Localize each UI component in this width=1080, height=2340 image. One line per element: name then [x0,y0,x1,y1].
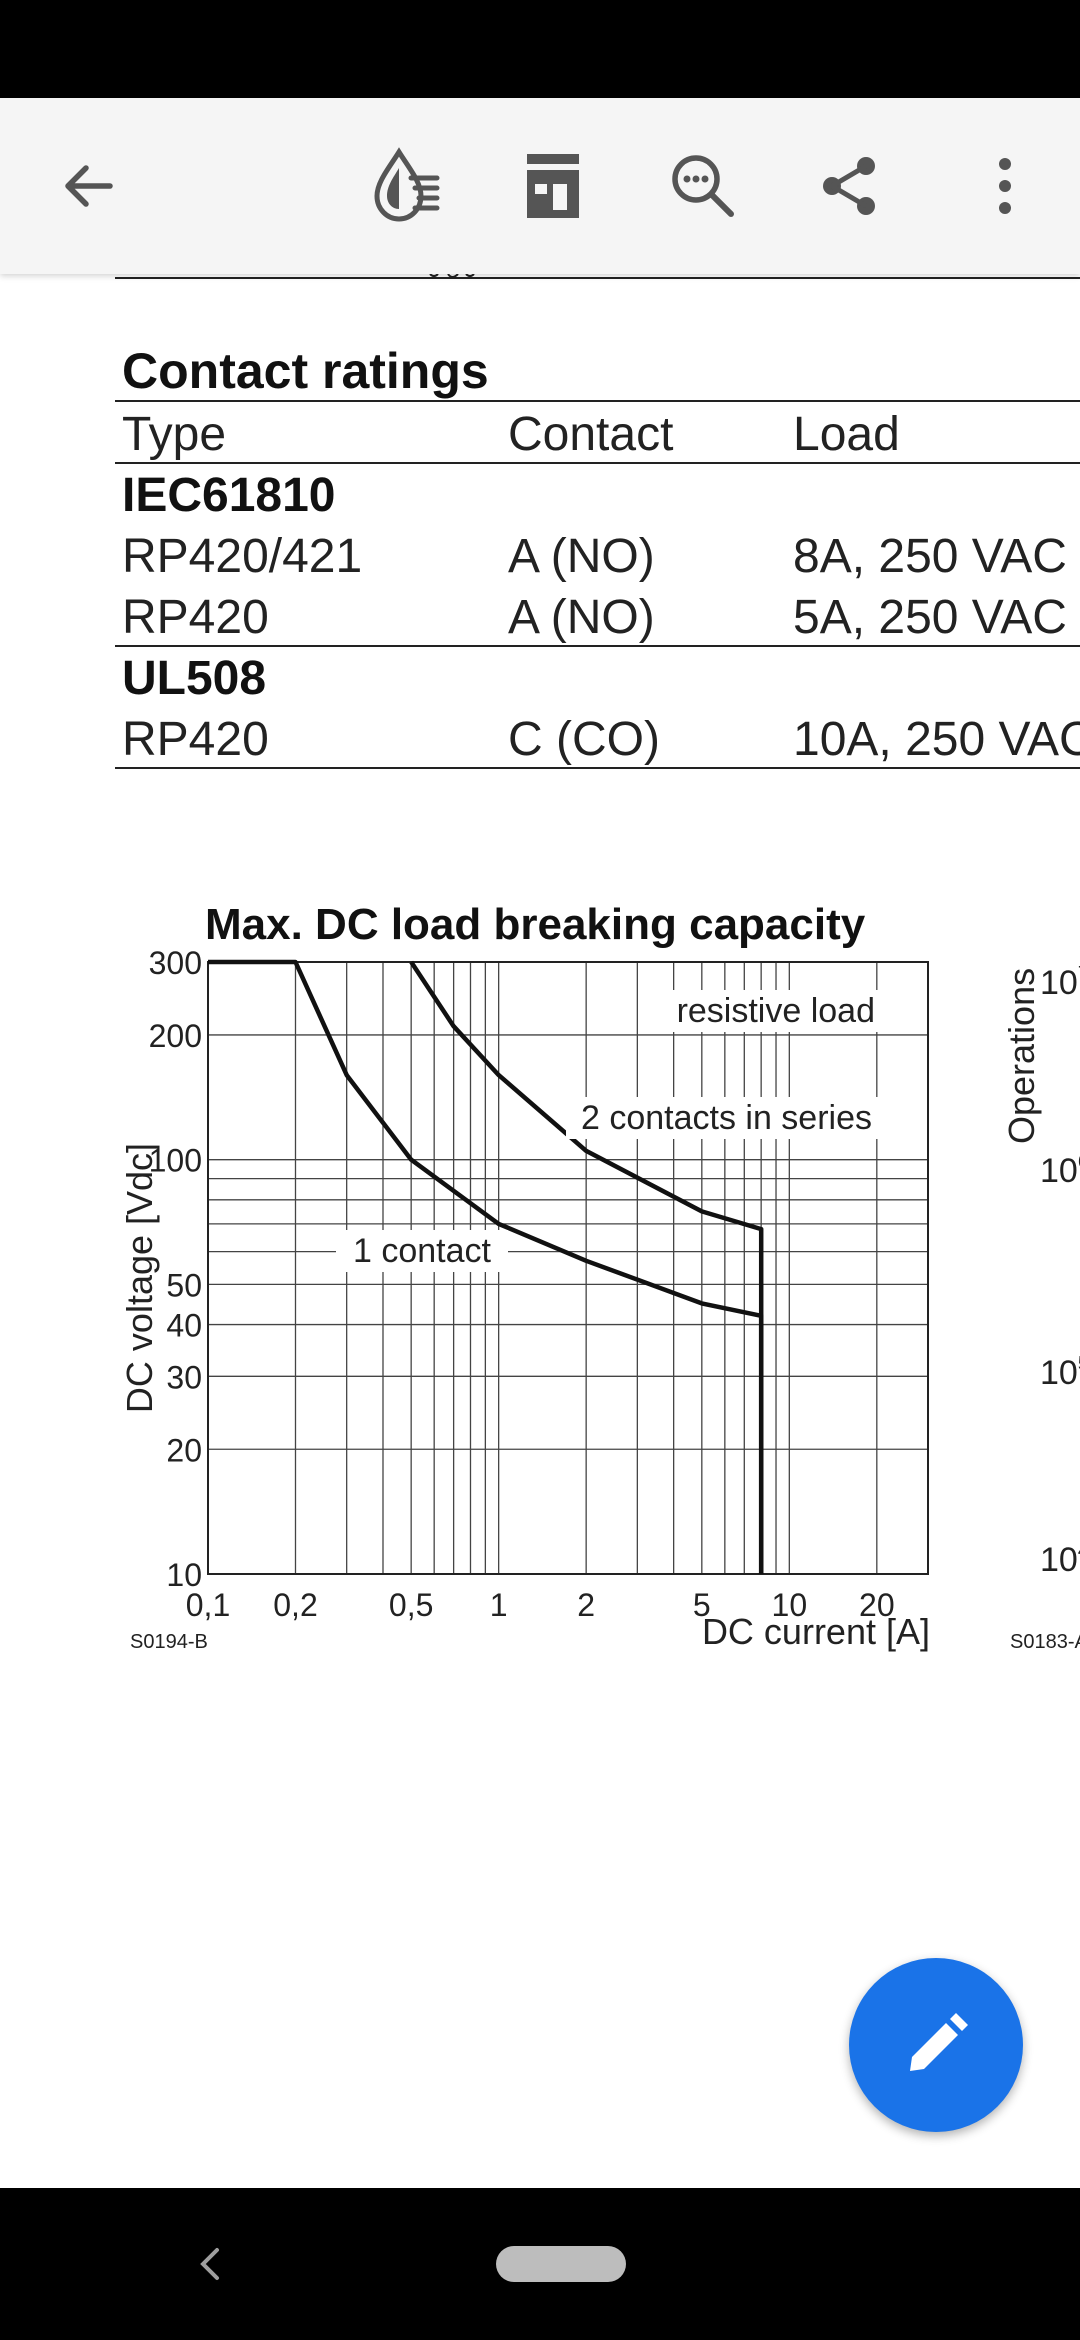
share-icon [823,157,875,215]
x-tick-label: 0,2 [273,1587,317,1623]
more-vertical-icon [999,158,1011,214]
right-tick-label: 106 [1040,1151,1080,1190]
right-chart-ylabel: Operations [1001,968,1042,1144]
chart-code: S0194-B [130,1631,208,1653]
x-tick-label: 0,5 [389,1587,433,1623]
y-tick-label: 100 [149,1143,202,1179]
app-toolbar [0,98,1080,274]
y-tick-label: 20 [166,1432,202,1468]
x-tick-label: 20 [859,1587,895,1623]
y-tick-label: 50 [166,1267,202,1303]
right-tick-label: 107 [1040,963,1080,1002]
y-tick-label: 40 [166,1308,202,1344]
table-row: RP420/421 A (NO) 8A, 250 VAC [122,530,1067,583]
cell-type: RP420 [122,713,269,766]
plot-frame [207,961,929,1575]
dc-breaking-capacity-chart: 0,1 0,2 0,5 1 2 5 10 20 300 200 100 50 40 30 20 10 DC vo… [119,945,930,1652]
header-contact: Contact [508,408,673,461]
chart-annotation: 1 contact [353,1232,492,1270]
y-axis-label: DC voltage [Vdc] [119,1143,160,1413]
annotation-bg [566,1097,878,1139]
section-title: Contact ratings [122,343,489,399]
status-bar [0,0,1080,98]
table-group-heading: IEC61810 [122,469,336,522]
share-button[interactable] [800,136,900,236]
layout-button[interactable] [503,136,603,236]
x-axis-label: DC current [A] [702,1611,930,1652]
x-tick-label: 1 [490,1587,508,1623]
cell-load: 10A, 250 VAC [793,713,1080,766]
y-tick-label: 300 [149,945,202,981]
series-curve [208,959,764,1574]
y-tick-label: 10 [166,1557,202,1593]
cutoff-text [429,274,475,278]
x-tick-label: 5 [693,1587,711,1623]
table-row: RP420 C (CO) 10A, 250 VAC [122,713,1080,766]
arrow-left-icon [65,165,113,207]
nav-back-button[interactable] [180,2234,240,2294]
cell-contact: A (NO) [508,591,655,644]
table-row: RP420 A (NO) 5A, 250 VAC [122,591,1067,644]
chevron-left-icon [200,2248,219,2280]
annotation-bg [659,990,881,1032]
right-tick-label: 104 [1040,1540,1080,1579]
watermark-button[interactable] [355,136,455,236]
more-options-button[interactable] [955,136,1055,236]
right-chart-code: S0183-A [1010,1631,1080,1653]
back-button[interactable] [38,136,138,236]
search-button[interactable] [653,136,753,236]
cell-type: RP420 [122,591,269,644]
cell-type: RP420/421 [122,530,362,583]
header-load: Load [793,408,900,461]
right-tick-label: 105 [1040,1353,1080,1392]
document-page[interactable]: Contact ratings Type Contact Load IEC618… [0,274,1080,2188]
cell-load: 5A, 250 VAC [793,591,1067,644]
page-layout-icon [527,154,579,218]
y-tick-label: 30 [166,1359,202,1395]
header-type: Type [122,408,226,461]
cell-load: 8A, 250 VAC [793,530,1067,583]
chart-title: Max. DC load breaking capacity [205,900,866,949]
table-group-heading: UL508 [122,652,266,705]
water-drop-list-icon [374,147,440,222]
x-tick-label: 0,1 [186,1587,230,1623]
cell-contact: C (CO) [508,713,660,766]
chart-annotation: 2 contacts in series [581,1099,872,1137]
cell-contact: A (NO) [508,530,655,583]
x-tick-label: 2 [577,1587,595,1623]
edit-fab-button[interactable] [849,1958,1023,2132]
annotation-bg [336,1230,508,1272]
x-tick-label: 10 [772,1587,808,1623]
series-curve [409,960,764,1574]
chart-annotation: resistive load [677,992,875,1030]
document-canvas: Contact ratings Type Contact Load IEC618… [115,274,1080,1653]
pencil-icon [910,2013,968,2071]
search-more-icon [672,155,734,217]
nav-home-pill[interactable] [496,2246,626,2282]
table-header-row: Type Contact Load [122,408,900,461]
right-chart-ticks: 107 106 105 104 [1040,963,1080,1579]
y-tick-label: 200 [149,1018,202,1054]
